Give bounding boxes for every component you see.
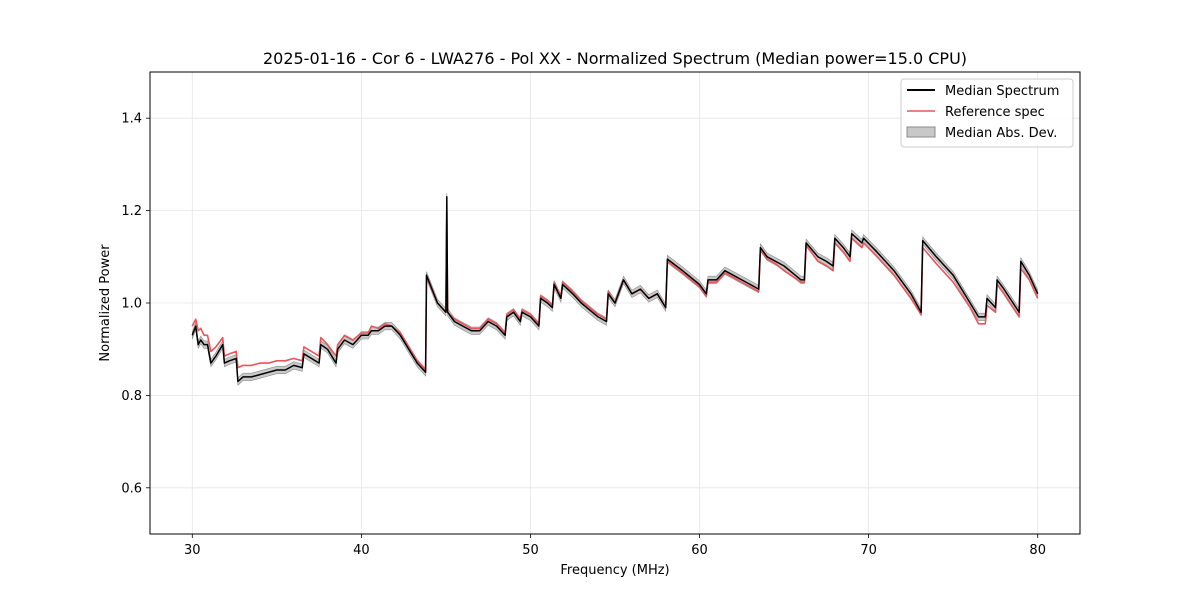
y-axis-ticks: 0.6 0.8 1.0 1.2 1.4 bbox=[121, 112, 150, 496]
x-tick-label: 70 bbox=[860, 543, 877, 558]
x-tick-label: 50 bbox=[522, 543, 539, 558]
legend-label-median-abs-dev: Median Abs. Dev. bbox=[945, 126, 1057, 141]
y-axis-label: Normalized Power bbox=[98, 244, 113, 362]
y-tick-label: 1.0 bbox=[121, 297, 142, 312]
x-tick-label: 40 bbox=[353, 543, 370, 558]
y-tick-label: 1.2 bbox=[121, 204, 142, 219]
x-tick-label: 80 bbox=[1029, 543, 1046, 558]
series-lines bbox=[191, 195, 1039, 383]
y-tick-label: 0.8 bbox=[121, 389, 142, 404]
legend-label-median-spectrum: Median Spectrum bbox=[945, 84, 1059, 99]
legend-swatch-median-abs-dev bbox=[906, 126, 936, 138]
x-axis-label: Frequency (MHz) bbox=[560, 563, 669, 578]
x-tick-label: 30 bbox=[184, 543, 201, 558]
x-tick-label: 60 bbox=[691, 543, 708, 558]
median-spectrum-line bbox=[191, 195, 1039, 383]
legend-frame bbox=[900, 78, 1074, 148]
legend-label-reference-spec: Reference spec bbox=[945, 105, 1045, 120]
y-tick-label: 1.4 bbox=[121, 112, 142, 127]
x-axis-ticks: 30 40 50 60 70 80 bbox=[184, 534, 1046, 558]
y-tick-label: 0.6 bbox=[121, 481, 142, 496]
legend: Median Spectrum Reference spec Median Ab… bbox=[900, 78, 1074, 148]
chart-title: 2025-01-16 - Cor 6 - LWA276 - Pol XX - N… bbox=[263, 49, 967, 68]
